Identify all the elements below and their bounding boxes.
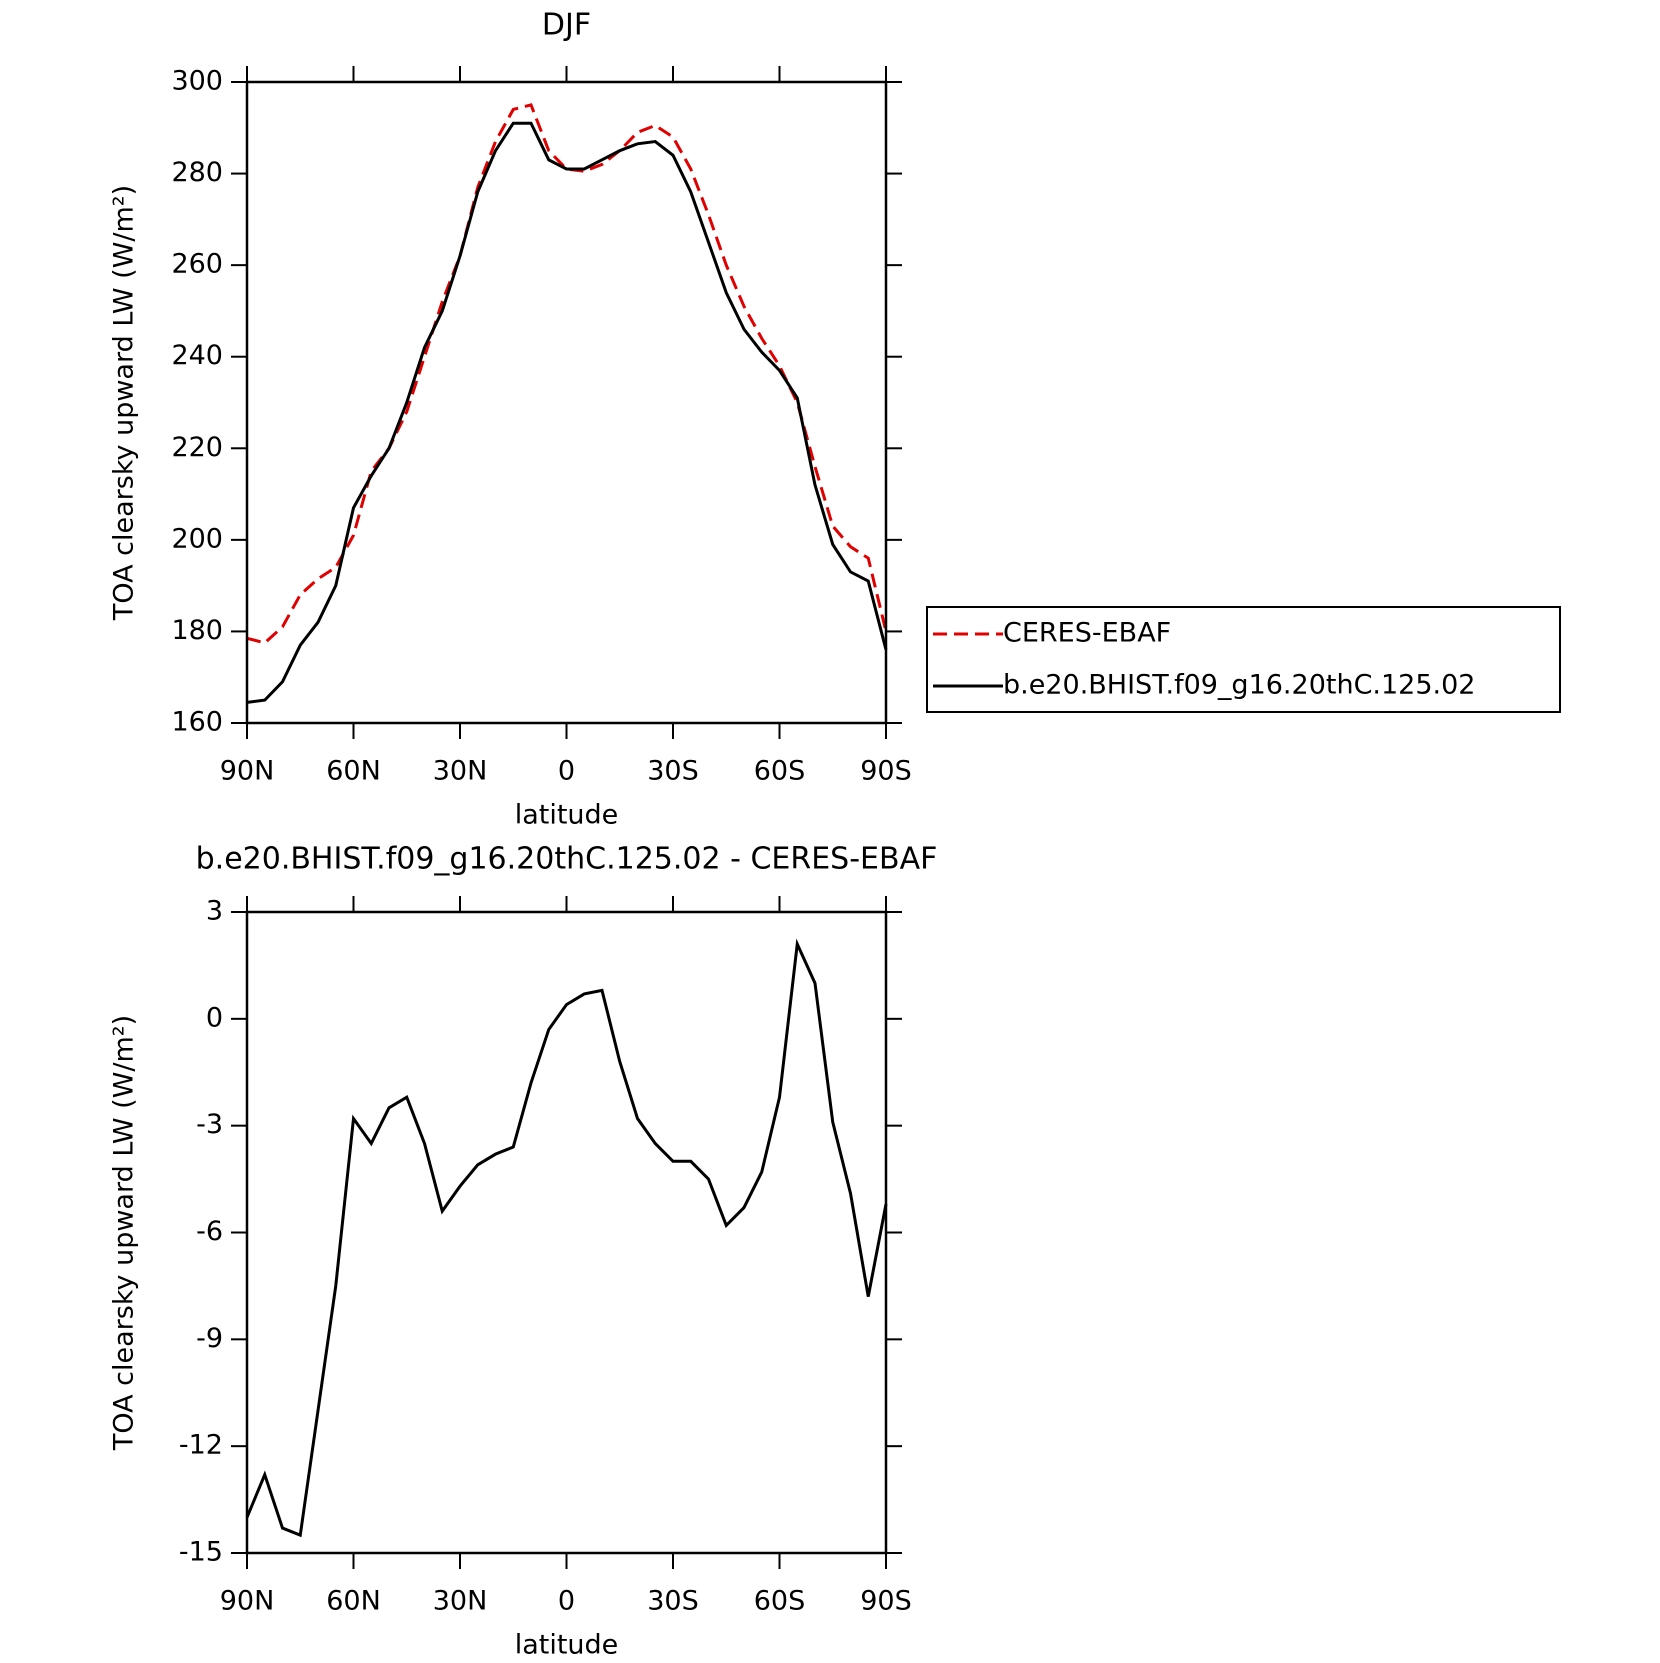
y-tick-label: 240 [171,340,223,371]
chart-title: b.e20.BHIST.f09_g16.20thC.125.02 - CERES… [196,842,938,877]
x-tick-label: 90S [860,756,912,787]
y-tick-label: 200 [171,523,223,554]
x-tick-label: 90S [860,1586,912,1617]
chart-title: DJF [542,8,591,43]
x-tick-label: 30S [647,756,699,787]
y-tick-label: 280 [171,157,223,188]
y-tick-label: -3 [196,1109,223,1140]
y-tick-label: -6 [196,1216,223,1247]
y-tick-label: -12 [179,1430,223,1461]
plot-frame [245,80,888,725]
y-tick-label: 220 [171,432,223,463]
y-tick-label: 260 [171,249,223,280]
x-tick-label: 0 [558,756,575,787]
x-tick-label: 90N [220,756,275,787]
x-axis-label: latitude [515,1630,619,1661]
data-line [246,121,888,704]
x-tick-label: 30N [433,756,488,787]
x-tick-label: 60N [326,1586,381,1617]
y-axis-label: TOA clearsky upward LW (W/m²) [109,1015,140,1451]
legend-label: b.e20.BHIST.f09_g16.20thC.125.02 [1003,670,1475,701]
y-tick-label: 300 [171,66,223,97]
x-tick-label: 30N [433,1586,488,1617]
x-tick-label: 0 [558,1586,575,1617]
legend-label: CERES-EBAF [1003,618,1171,649]
y-tick-label: -15 [179,1537,223,1568]
plot-frame [245,910,888,1555]
x-tick-label: 60S [754,756,806,787]
x-tick-label: 30S [647,1586,699,1617]
x-axis-label: latitude [515,800,619,831]
x-tick-label: 60N [326,756,381,787]
x-tick-label: 90N [220,1586,275,1617]
data-line [245,938,888,1538]
y-tick-label: 0 [206,1002,223,1033]
x-tick-label: 60S [754,1586,806,1617]
y-tick-label: 160 [171,707,223,738]
data-line [246,103,888,645]
y-tick-label: 180 [171,615,223,646]
y-tick-label: -9 [196,1323,223,1354]
y-axis-label: TOA clearsky upward LW (W/m²) [109,185,140,621]
legend-box [926,606,1561,713]
y-tick-label: 3 [206,896,223,927]
